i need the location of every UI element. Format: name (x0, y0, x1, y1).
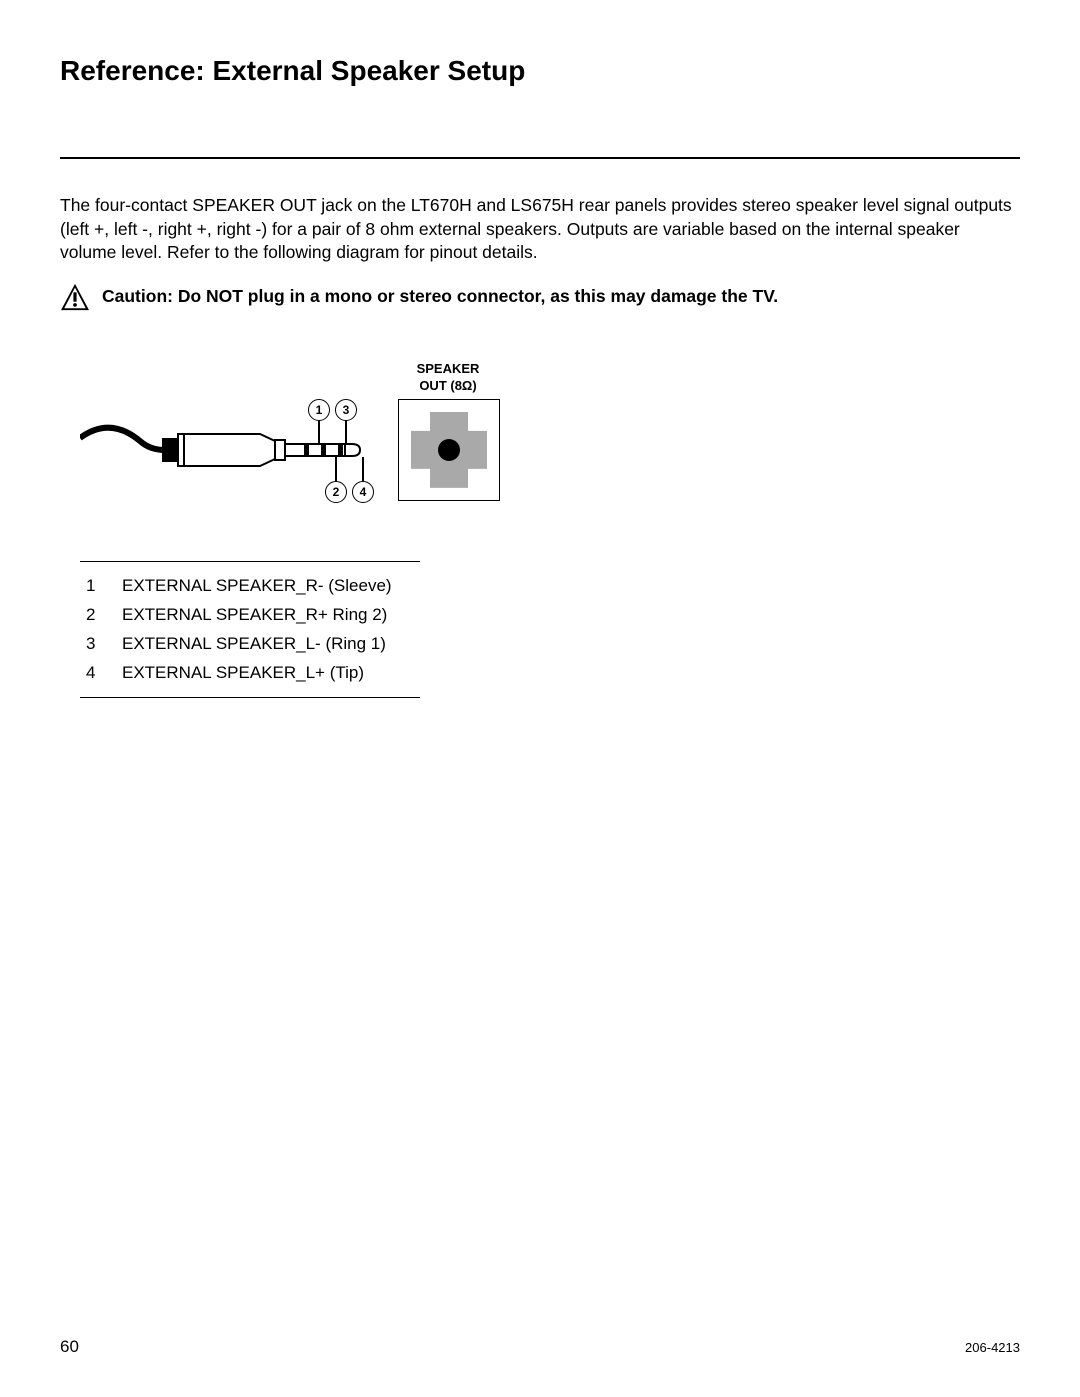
intro-paragraph: The four-contact SPEAKER OUT jack on the… (60, 194, 1020, 265)
jack-label-line1: SPEAKER (417, 361, 480, 376)
table-row: 2 EXTERNAL SPEAKER_R+ Ring 2) (80, 601, 420, 630)
divider (60, 157, 1020, 159)
table-row: 3 EXTERNAL SPEAKER_L- (Ring 1) (80, 630, 420, 659)
pinout-table: 1 EXTERNAL SPEAKER_R- (Sleeve) 2 EXTERNA… (80, 561, 420, 699)
pin-number: 1 (80, 572, 122, 601)
caution-row: Caution: Do NOT plug in a mono or stereo… (60, 283, 1020, 311)
jack-hole (438, 439, 460, 461)
warning-icon (60, 283, 90, 311)
table-row: 4 EXTERNAL SPEAKER_L+ (Tip) (80, 659, 420, 688)
pin-number: 3 (80, 630, 122, 659)
pin-leader (318, 419, 320, 443)
jack-port (398, 399, 500, 501)
jack-label: SPEAKER OUT (8Ω) (388, 361, 508, 395)
pin-number: 2 (80, 601, 122, 630)
pin-marker-2: 2 (325, 481, 347, 503)
pin-description: EXTERNAL SPEAKER_L+ (Tip) (122, 659, 364, 688)
page: Reference: External Speaker Setup The fo… (0, 0, 1080, 1397)
pin-description: EXTERNAL SPEAKER_L- (Ring 1) (122, 630, 386, 659)
caution-text: Caution: Do NOT plug in a mono or stereo… (102, 283, 778, 307)
pin-leader (362, 457, 364, 481)
page-number: 60 (60, 1337, 79, 1357)
pin-leader (335, 457, 337, 481)
pin-leader (345, 419, 347, 443)
page-title: Reference: External Speaker Setup (60, 55, 1020, 87)
jack-label-line2: OUT (8Ω) (419, 378, 476, 393)
document-number: 206-4213 (965, 1337, 1020, 1357)
page-footer: 60 206-4213 (60, 1337, 1020, 1357)
connector-diagram: 1 3 2 4 SPEAKER OUT (8Ω) (80, 361, 1020, 561)
pin-marker-4: 4 (352, 481, 374, 503)
pin-marker-3: 3 (335, 399, 357, 421)
pin-description: EXTERNAL SPEAKER_R+ Ring 2) (122, 601, 387, 630)
pin-description: EXTERNAL SPEAKER_R- (Sleeve) (122, 572, 392, 601)
pin-number: 4 (80, 659, 122, 688)
pin-marker-1: 1 (308, 399, 330, 421)
table-row: 1 EXTERNAL SPEAKER_R- (Sleeve) (80, 572, 420, 601)
